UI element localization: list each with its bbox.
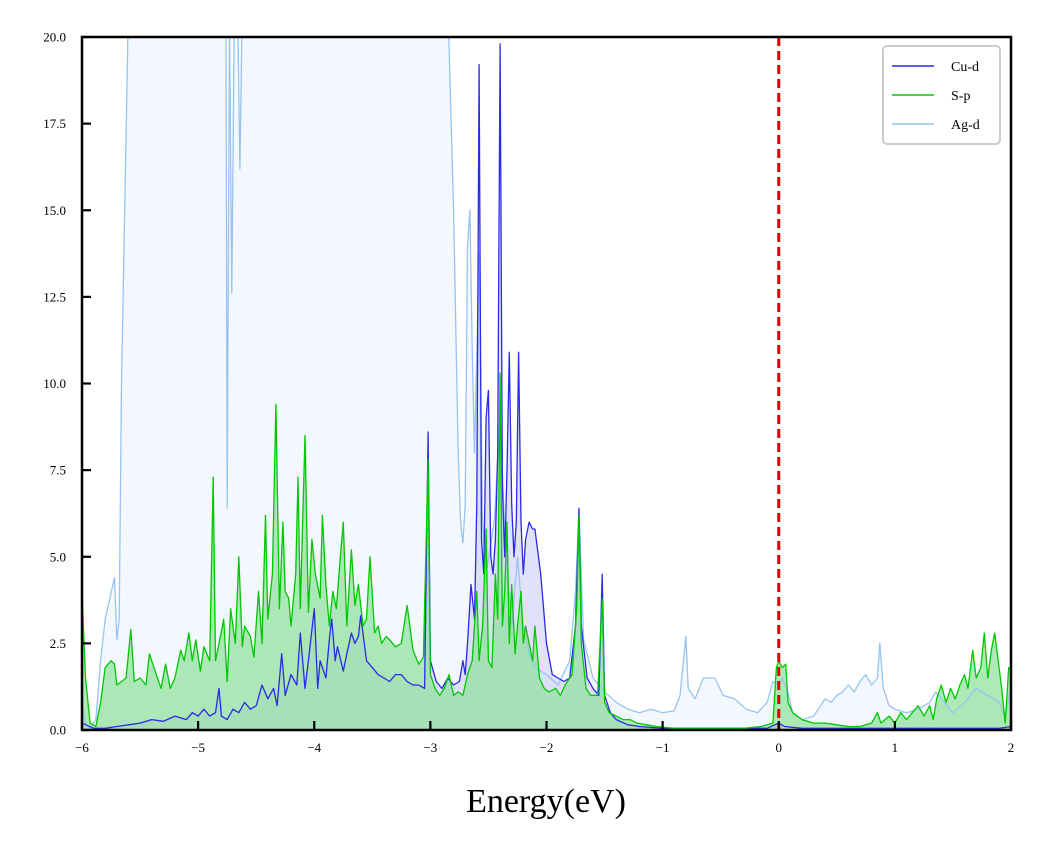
x-tick-label: −1 [656,740,670,755]
y-tick-label: 10.0 [43,376,66,391]
y-tick-label: 7.5 [50,463,66,478]
legend-label-cu-d: Cu-d [951,60,979,75]
x-tick-label: −3 [423,740,437,755]
legend-label-ag-d: Ag-d [951,118,980,133]
y-tick-label: 2.5 [50,636,66,651]
series-line-s-p [82,372,1011,729]
x-tick-label: 2 [1008,740,1015,755]
x-tick-label: −4 [307,740,321,755]
x-tick-label: 0 [776,740,783,755]
series-layer [82,37,1011,730]
y-tick-label: 5.0 [50,549,66,564]
y-ticks: 0.0 2.5 5.0 7.5 10.0 12.5 15.0 17.5 20.0 [43,30,91,738]
y-tick-label: 17.5 [43,116,66,131]
series-area-s-p [82,373,1011,730]
legend-box [882,45,1001,145]
x-tick-label: 1 [892,740,899,755]
x-tick-label: −2 [540,740,554,755]
y-tick-label: 12.5 [43,289,66,304]
y-tick-label: 20.0 [43,30,66,45]
y-tick-label: 15.0 [43,203,66,218]
x-axis-title: Energy(eV) [466,783,626,820]
y-tick-label: 0.0 [50,723,66,738]
x-ticks: −6 −5 −4 −3 −2 −1 0 1 2 [75,721,1014,755]
x-tick-label: −6 [75,740,89,755]
legend: Cu-d S-p Ag-d [882,45,1001,145]
x-tick-label: −5 [191,740,205,755]
legend-label-s-p: S-p [951,89,970,104]
